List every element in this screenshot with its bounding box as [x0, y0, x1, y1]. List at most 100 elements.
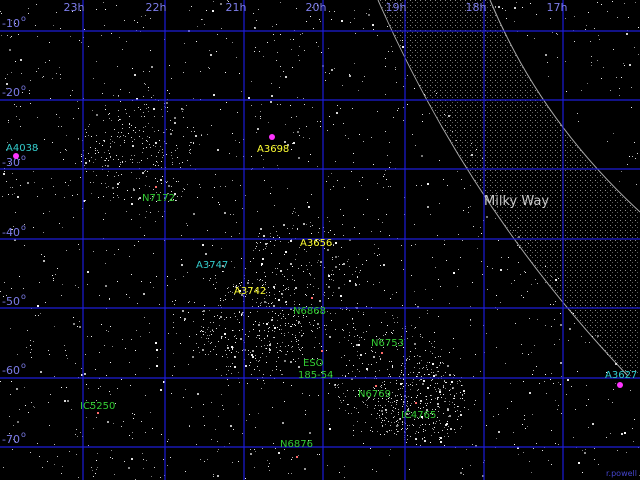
star — [173, 327, 174, 328]
star — [422, 418, 423, 419]
star — [79, 321, 80, 322]
star — [227, 347, 229, 349]
star — [403, 120, 404, 121]
star — [427, 183, 429, 185]
star — [196, 41, 197, 42]
label-a3747[interactable]: A3747 — [196, 260, 228, 271]
star — [591, 65, 592, 66]
label-ic4765[interactable]: IC4765 — [401, 410, 436, 421]
star — [94, 402, 95, 403]
star — [252, 299, 253, 300]
star — [156, 192, 157, 193]
credit-text: r.powell — [606, 469, 637, 478]
star — [613, 49, 614, 50]
star — [215, 429, 216, 430]
star — [381, 322, 382, 323]
star — [390, 425, 391, 426]
star — [359, 392, 360, 393]
label-n6753[interactable]: N6753 — [371, 338, 404, 349]
star — [453, 338, 454, 339]
star — [392, 392, 393, 393]
star — [429, 362, 430, 363]
star — [406, 359, 407, 360]
star — [296, 116, 297, 117]
cluster-marker-a3698[interactable] — [269, 134, 275, 140]
star — [361, 185, 362, 186]
star — [151, 66, 153, 68]
star — [148, 111, 149, 112]
star — [476, 149, 477, 150]
label-a3656[interactable]: A3656 — [300, 238, 332, 249]
star — [228, 1, 229, 2]
star — [150, 50, 151, 51]
star — [377, 111, 378, 112]
star — [111, 450, 112, 451]
star — [367, 281, 368, 282]
star — [112, 187, 114, 189]
label-a3627[interactable]: A3627 — [605, 370, 637, 381]
star — [212, 245, 213, 246]
star — [198, 347, 199, 348]
star — [419, 363, 420, 364]
star — [226, 366, 227, 367]
star — [386, 412, 387, 413]
star — [261, 388, 262, 389]
label-185-54[interactable]: 185-54 — [298, 370, 333, 381]
star — [220, 109, 221, 110]
star — [239, 233, 240, 234]
label-a3742[interactable]: A3742 — [234, 286, 266, 297]
star — [330, 313, 331, 314]
degree-mark: o — [21, 430, 26, 439]
star — [263, 374, 264, 375]
cluster-marker-a4038[interactable] — [13, 153, 19, 159]
cluster-marker-a3627[interactable] — [617, 382, 623, 388]
label-n6876[interactable]: N6876 — [280, 439, 313, 450]
label-n7172[interactable]: N7172 — [142, 193, 175, 204]
star — [140, 336, 141, 337]
star — [150, 198, 151, 199]
star — [150, 18, 151, 19]
star — [419, 85, 420, 86]
star — [60, 78, 61, 79]
star — [358, 412, 359, 413]
star — [311, 330, 312, 331]
star — [189, 152, 190, 153]
label-ic5250[interactable]: IC5250 — [80, 401, 115, 412]
star — [360, 354, 362, 356]
star — [147, 158, 148, 159]
star — [280, 34, 281, 35]
star — [379, 254, 380, 255]
label-a3698[interactable]: A3698 — [257, 144, 289, 155]
star — [425, 430, 426, 431]
star — [349, 74, 350, 75]
star — [397, 317, 398, 318]
star — [233, 330, 234, 331]
star — [508, 257, 509, 258]
label-n6868[interactable]: N6868 — [293, 306, 326, 317]
star — [268, 303, 269, 304]
star — [474, 404, 475, 405]
star — [151, 476, 152, 477]
star — [557, 57, 558, 58]
label-a4038[interactable]: A4038 — [6, 143, 38, 154]
star — [309, 322, 310, 323]
star — [287, 351, 288, 352]
star — [351, 171, 352, 172]
star — [264, 338, 265, 339]
star — [277, 104, 278, 105]
star — [37, 305, 39, 307]
star — [355, 376, 356, 377]
star — [163, 459, 164, 460]
star — [415, 304, 416, 305]
star — [208, 354, 209, 355]
star — [423, 407, 424, 408]
star — [368, 398, 369, 399]
star — [285, 76, 287, 78]
label-eso[interactable]: ESO — [303, 358, 324, 369]
star — [417, 395, 418, 396]
star — [268, 322, 269, 323]
star — [443, 394, 444, 395]
star — [574, 323, 575, 324]
label-n6769[interactable]: N6769 — [358, 389, 391, 400]
star — [48, 402, 49, 403]
